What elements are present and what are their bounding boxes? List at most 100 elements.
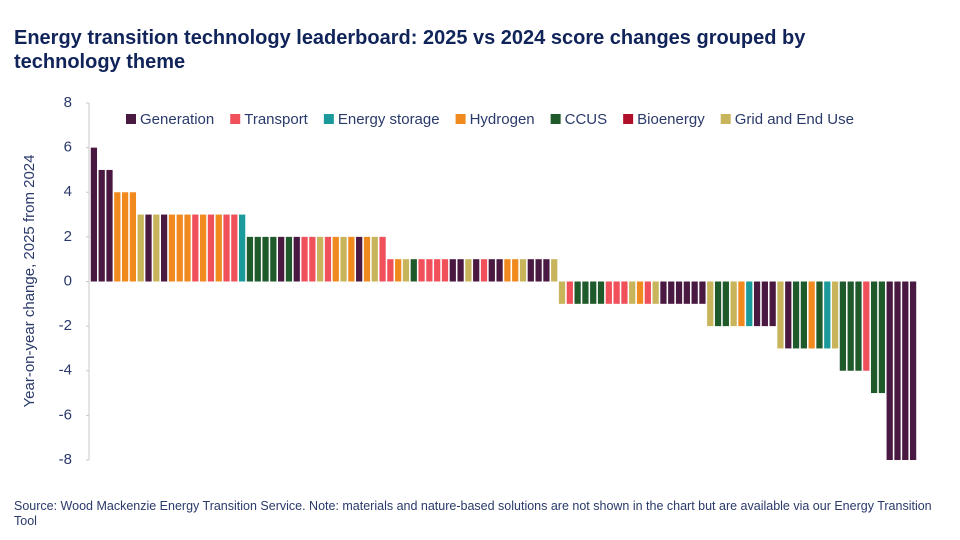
legend-label: Hydrogen — [470, 111, 535, 128]
bar — [543, 259, 550, 282]
bar — [808, 281, 815, 349]
bar — [215, 214, 222, 282]
bar — [356, 236, 363, 282]
bar — [387, 259, 394, 282]
bar — [558, 281, 566, 304]
bar — [527, 259, 534, 282]
bar — [200, 214, 207, 282]
y-tick-label: 4 — [64, 183, 72, 200]
legend-swatch — [126, 114, 136, 124]
bar — [909, 281, 917, 460]
y-tick-label: -6 — [59, 406, 72, 423]
bar — [792, 281, 800, 349]
bar — [98, 169, 105, 282]
bar — [402, 259, 410, 282]
bar — [777, 281, 784, 349]
bar — [863, 281, 870, 371]
bar — [886, 281, 893, 460]
bar — [231, 214, 238, 282]
bar — [652, 281, 659, 304]
bar — [301, 236, 308, 282]
legend-swatch — [230, 114, 241, 124]
bar — [379, 236, 386, 282]
bar — [106, 169, 113, 282]
bar — [207, 214, 215, 282]
bar — [660, 281, 667, 304]
bar — [449, 259, 456, 282]
bar — [730, 281, 737, 327]
bar — [722, 281, 729, 327]
bar — [324, 236, 332, 282]
bar — [410, 259, 417, 282]
bar — [675, 281, 683, 304]
chart-title: Energy transition technology leaderboard… — [14, 27, 806, 73]
bar — [457, 259, 464, 282]
bar — [441, 259, 449, 282]
bar — [137, 214, 144, 282]
bar — [223, 214, 230, 282]
legend-label: Energy storage — [338, 111, 440, 128]
bar — [761, 281, 768, 327]
bar — [566, 281, 573, 304]
bar — [90, 147, 98, 282]
bar — [239, 214, 246, 282]
bar — [504, 259, 511, 282]
bar — [332, 236, 339, 282]
bar — [613, 281, 620, 304]
bar — [488, 259, 495, 282]
bar — [605, 281, 612, 304]
bar — [668, 281, 675, 304]
bar — [129, 192, 137, 282]
bar — [465, 259, 472, 282]
bar — [434, 259, 441, 282]
bar — [738, 281, 745, 327]
bar — [597, 281, 605, 304]
bar — [519, 259, 527, 282]
bar — [636, 281, 644, 304]
bar — [746, 281, 753, 327]
bar — [621, 281, 628, 304]
bar — [176, 214, 183, 282]
bar — [168, 214, 176, 282]
bar — [512, 259, 519, 282]
bar — [395, 259, 402, 282]
bar — [371, 236, 378, 282]
bar — [870, 281, 878, 394]
bar — [262, 236, 269, 282]
legend-swatch — [623, 114, 634, 124]
bar — [629, 281, 636, 304]
bar — [309, 236, 316, 282]
legend-label: Bioenergy — [637, 111, 705, 128]
bar — [363, 236, 371, 282]
bar — [574, 281, 581, 304]
bar — [293, 236, 300, 282]
bar — [902, 281, 909, 460]
bar — [246, 236, 254, 282]
bar — [317, 236, 324, 282]
legend-label: CCUS — [565, 111, 608, 128]
legend-swatch — [720, 114, 731, 124]
bar — [278, 236, 285, 282]
bar — [878, 281, 886, 394]
bar — [535, 259, 542, 282]
bar — [285, 236, 293, 282]
bar — [769, 281, 776, 327]
bar — [753, 281, 761, 327]
legend-label: Grid and End Use — [735, 111, 854, 128]
bar — [496, 259, 503, 282]
bar — [582, 281, 589, 304]
legend-swatch — [550, 114, 561, 124]
bar — [839, 281, 847, 371]
bar — [473, 259, 480, 282]
bar — [894, 281, 901, 460]
bar — [785, 281, 792, 349]
legend-swatch — [323, 114, 334, 124]
bar — [121, 192, 129, 282]
source-note: Source: Wood Mackenzie Energy Transition… — [14, 499, 932, 528]
bar — [160, 214, 168, 282]
y-tick-label: 2 — [64, 228, 72, 245]
bar — [270, 236, 277, 282]
bar — [714, 281, 722, 327]
y-tick-label: 8 — [64, 94, 72, 111]
